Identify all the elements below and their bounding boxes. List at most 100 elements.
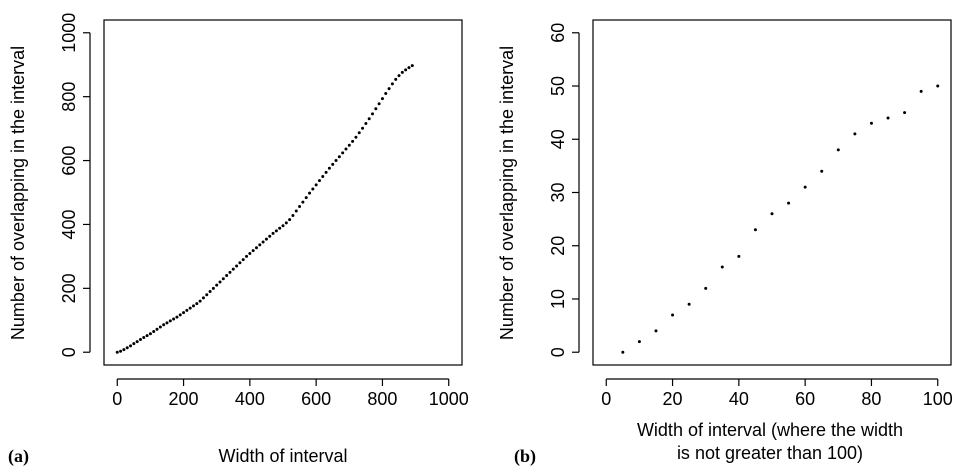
data-point	[238, 261, 242, 265]
data-point	[268, 234, 272, 238]
y-axis-a: 0 200 400 600 800 1000	[59, 13, 91, 357]
y-tick-label: 1000	[59, 13, 79, 53]
data-point	[324, 170, 328, 174]
data-point	[245, 254, 249, 258]
data-point	[397, 74, 401, 78]
data-point	[221, 277, 225, 281]
data-point	[301, 200, 305, 204]
data-point	[390, 82, 394, 86]
data-point	[119, 349, 123, 353]
data-point	[704, 286, 708, 290]
x-axis-b: 0 20 40 60 80 100	[601, 378, 953, 409]
data-point	[261, 240, 265, 244]
data-point	[410, 64, 414, 68]
data-point	[182, 311, 186, 315]
data-point	[215, 283, 219, 287]
y-tick-label: 40	[548, 129, 568, 149]
data-point	[737, 254, 741, 258]
data-point	[178, 313, 182, 317]
data-point	[192, 304, 195, 308]
data-point	[364, 122, 368, 125]
data-point	[145, 334, 149, 338]
data-point	[869, 121, 873, 125]
x-tick-label: 40	[729, 389, 749, 409]
data-point	[394, 77, 398, 81]
data-point	[235, 264, 239, 268]
data-point	[903, 111, 907, 115]
y-tick-label: 200	[59, 273, 79, 303]
plot-frame-a	[103, 19, 463, 366]
data-point	[820, 169, 824, 173]
data-point	[264, 237, 268, 241]
data-point	[753, 228, 757, 232]
data-point	[172, 317, 176, 321]
panel-label-b: (b)	[514, 446, 536, 467]
data-point	[271, 231, 275, 235]
data-point	[142, 336, 146, 340]
data-point	[836, 148, 840, 152]
data-point	[115, 350, 119, 354]
data-point	[125, 346, 129, 350]
data-point	[231, 267, 235, 271]
data-point	[284, 221, 288, 225]
data-point	[400, 70, 404, 74]
data-point	[341, 151, 345, 155]
data-point	[308, 191, 312, 195]
x-tick-label: 20	[663, 389, 683, 409]
data-point	[218, 280, 222, 284]
data-points-a	[115, 64, 414, 354]
y-tick-label: 400	[59, 209, 79, 239]
data-point	[188, 306, 192, 310]
data-point	[331, 162, 335, 166]
data-point	[158, 325, 162, 329]
data-point	[377, 102, 381, 106]
x-tick-label: 60	[795, 389, 815, 409]
data-point	[886, 116, 890, 120]
data-point	[185, 308, 189, 312]
data-point	[152, 329, 156, 333]
y-tick-label: 600	[59, 146, 79, 176]
data-point	[374, 107, 378, 111]
data-point	[241, 258, 245, 262]
data-point	[317, 179, 321, 183]
y-tick-label: 10	[548, 289, 568, 309]
data-point	[198, 299, 202, 303]
data-point	[251, 249, 255, 253]
data-point	[135, 340, 139, 344]
data-point	[371, 112, 374, 116]
data-point	[404, 68, 408, 72]
data-point	[138, 337, 142, 341]
data-point	[148, 332, 152, 336]
data-point	[380, 97, 384, 101]
data-point	[195, 302, 199, 306]
data-point	[853, 132, 857, 136]
y-tick-label: 30	[548, 182, 568, 202]
data-point	[281, 224, 285, 228]
x-tick-label: 600	[301, 389, 331, 409]
x-tick-label: 0	[112, 389, 122, 409]
panel-a: 0 200 400 600 800 1000 0 200 400 600 800 1000 Widt…	[8, 13, 469, 467]
data-point	[327, 166, 331, 170]
data-point	[654, 329, 658, 333]
data-point	[278, 226, 282, 230]
data-point	[334, 159, 338, 163]
data-point	[291, 214, 295, 217]
data-point	[637, 340, 641, 344]
data-point	[311, 187, 315, 191]
data-point	[274, 229, 278, 233]
data-point	[671, 313, 675, 317]
data-point	[211, 286, 215, 290]
data-point	[175, 315, 179, 319]
x-tick-label: 400	[235, 389, 265, 409]
data-point	[208, 290, 212, 294]
data-point	[621, 350, 625, 354]
x-tick-label: 800	[367, 389, 397, 409]
data-point	[770, 212, 774, 216]
data-point	[344, 147, 348, 151]
y-tick-label: 60	[548, 23, 568, 43]
data-point	[205, 293, 209, 297]
data-point	[936, 84, 940, 88]
y-tick-label: 0	[548, 347, 568, 357]
data-point	[225, 274, 229, 278]
